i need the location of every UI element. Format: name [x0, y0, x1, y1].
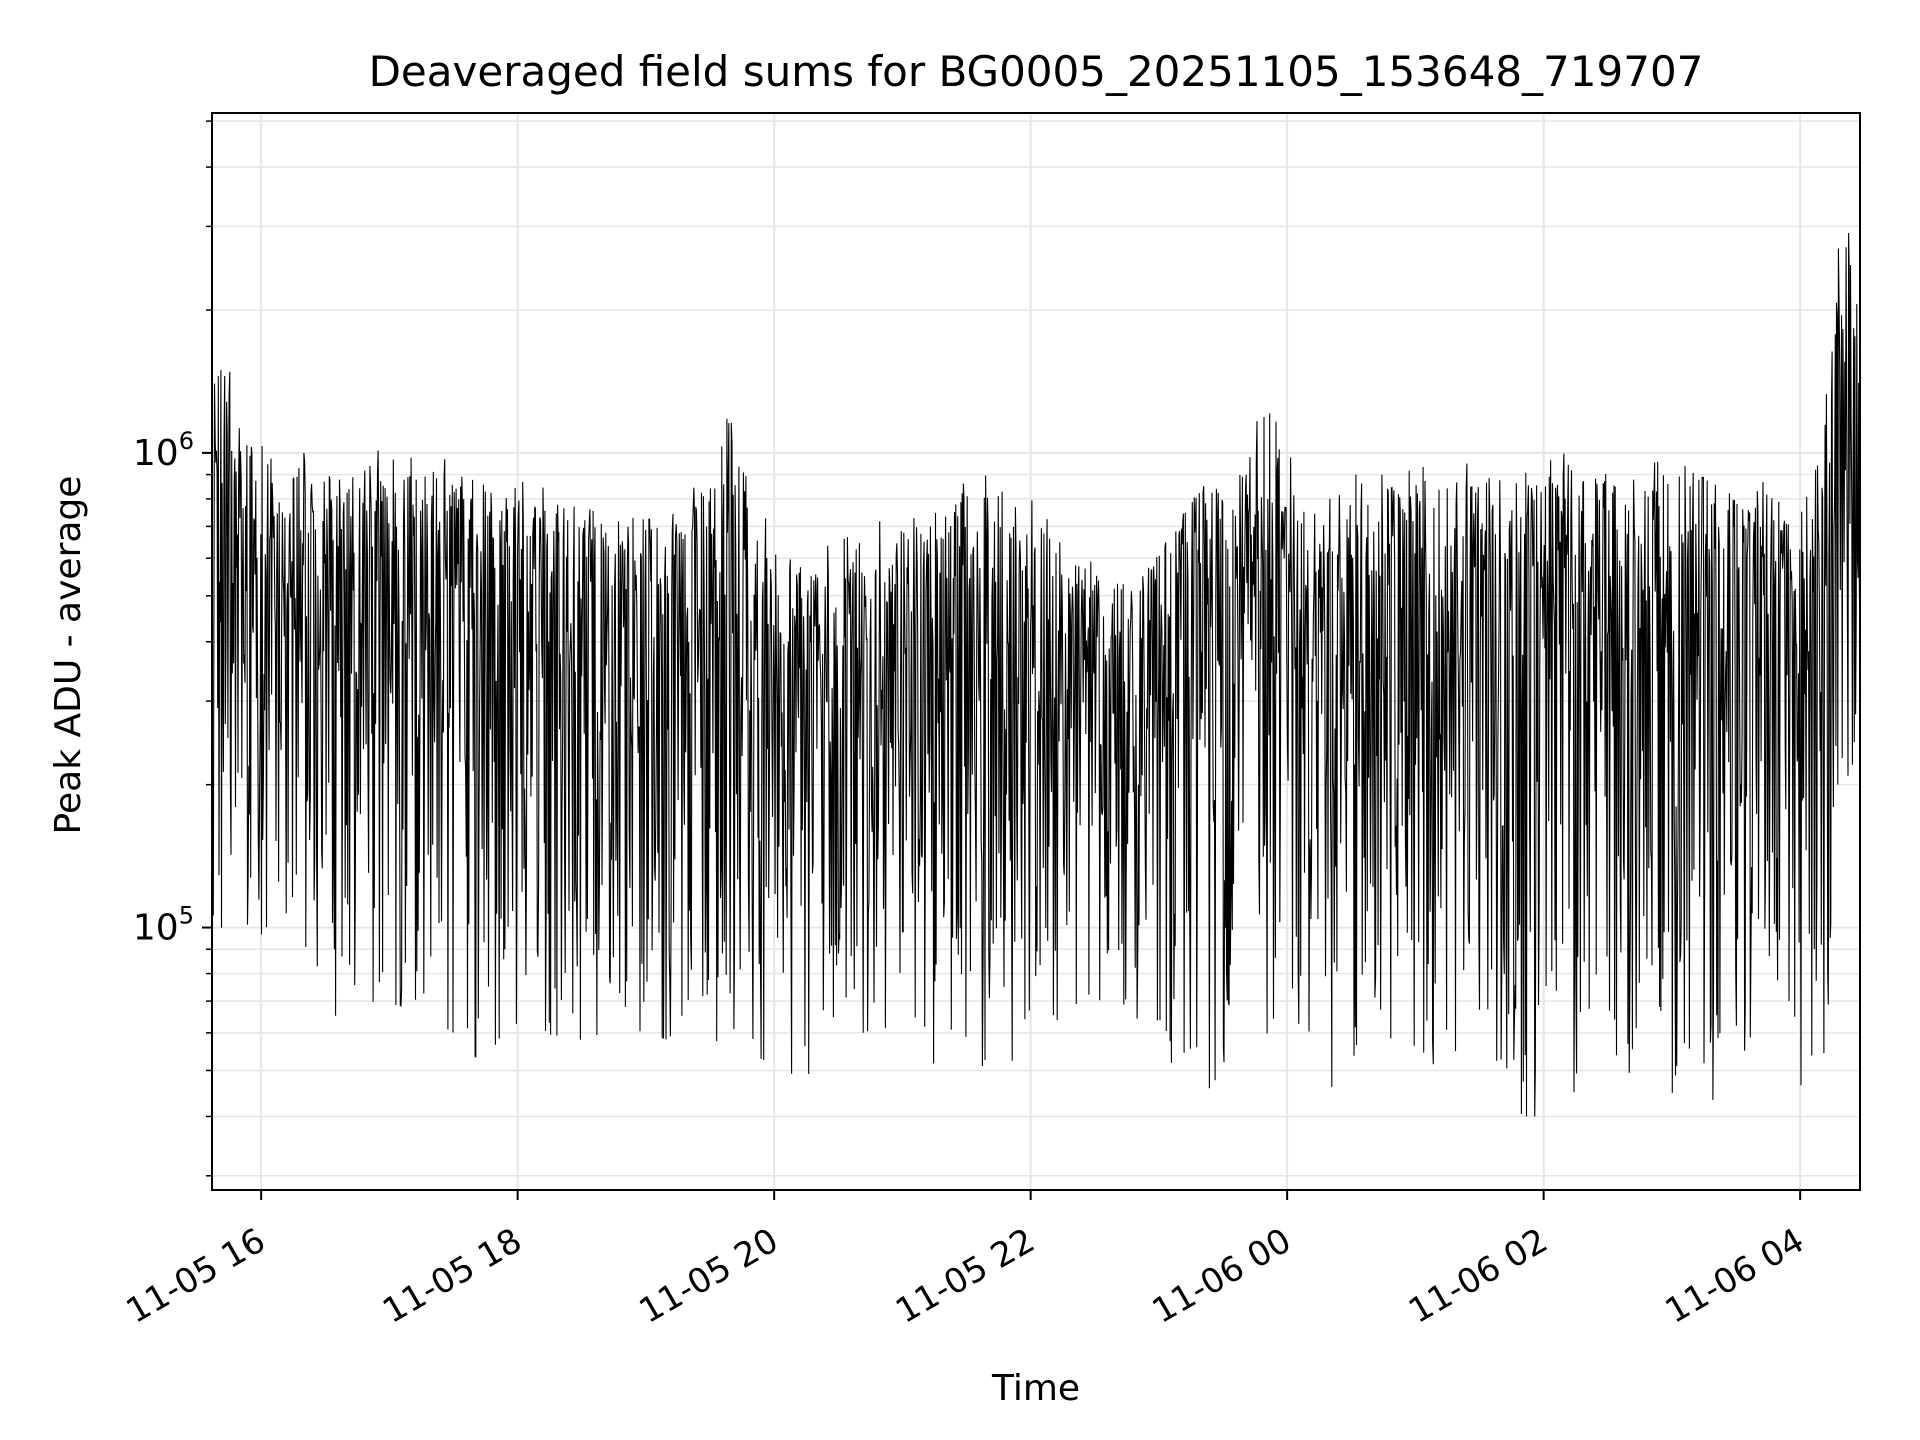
x-axis-label: Time — [991, 1368, 1080, 1409]
y-tick-label: 106 — [133, 427, 194, 474]
plot-frame — [211, 112, 1861, 1191]
series-peak-adu — [211, 232, 1861, 1117]
y-tick-label: 105 — [133, 902, 194, 949]
series-line — [211, 232, 1861, 1117]
y-axis-ticks: 105 106 — [133, 120, 212, 1177]
y-axis-label: Peak ADU - average — [48, 476, 89, 835]
chart-title: Deaveraged field sums for BG0005_2025110… — [369, 47, 1704, 96]
